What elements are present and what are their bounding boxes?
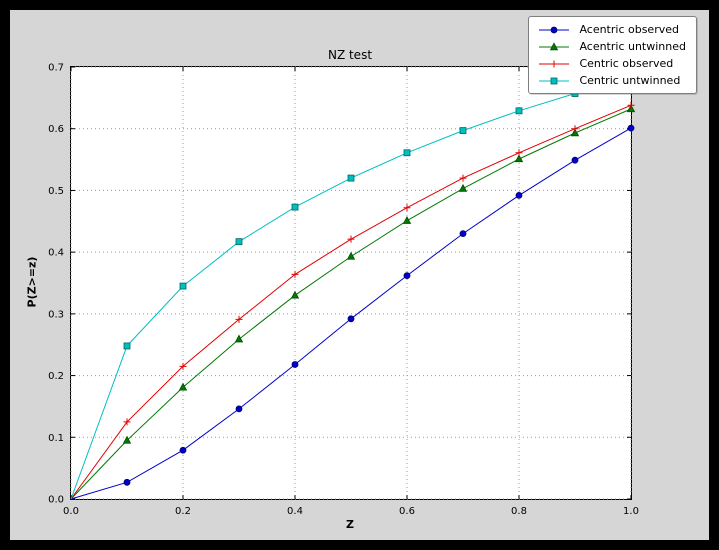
svg-text:0.6: 0.6 xyxy=(48,124,64,135)
legend-line-sample xyxy=(539,60,570,67)
svg-text:0.6: 0.6 xyxy=(399,506,415,517)
legend-item: Centric observed xyxy=(537,57,686,70)
svg-text:0.7: 0.7 xyxy=(48,63,64,74)
legend-line-sample xyxy=(539,77,570,84)
legend-line-sample xyxy=(539,41,570,50)
legend-label: Acentric untwinned xyxy=(579,40,686,53)
x-axis-label: Z xyxy=(346,518,354,531)
y-axis-label: P(Z>=z) xyxy=(25,256,39,308)
legend-item: Centric untwinned xyxy=(537,74,686,87)
legend: Acentric observed Acentric untwinned Centr… xyxy=(528,16,697,94)
legend-label: Centric untwinned xyxy=(579,74,681,87)
svg-text:0.4: 0.4 xyxy=(287,506,303,517)
svg-text:0.8: 0.8 xyxy=(511,506,527,517)
svg-text:0.5: 0.5 xyxy=(48,186,64,197)
figure: NZ test P(Z>=z) 0.0 0.2 0.4 0.6 0.8 1.0 0.0 0.1… xyxy=(10,10,709,540)
svg-text:0.3: 0.3 xyxy=(48,309,64,320)
legend-label: Acentric observed xyxy=(579,23,679,36)
chart-title: NZ test xyxy=(327,48,373,62)
legend-item: Acentric observed xyxy=(537,23,686,36)
legend-item: Acentric untwinned xyxy=(537,40,686,53)
svg-text:1.0: 1.0 xyxy=(623,506,639,517)
legend-label: Centric observed xyxy=(579,57,674,70)
svg-text:0.0: 0.0 xyxy=(63,506,79,517)
plot-canvas: 0.0 0.2 0.4 0.6 0.8 1.0 0.0 0.1 0.2 0.3 0.4 0.5 0.6 0… xyxy=(48,63,639,518)
svg-text:0.2: 0.2 xyxy=(175,506,191,517)
plot-area: 0.0 0.2 0.4 0.6 0.8 1.0 0.0 0.1 0.2 0.3 0.4 0.5 0.6 0… xyxy=(48,63,639,518)
legend-line-sample xyxy=(539,26,570,33)
svg-text:0.0: 0.0 xyxy=(48,495,64,506)
svg-text:0.4: 0.4 xyxy=(48,248,64,259)
svg-text:0.1: 0.1 xyxy=(48,433,64,444)
svg-text:0.2: 0.2 xyxy=(48,371,64,382)
